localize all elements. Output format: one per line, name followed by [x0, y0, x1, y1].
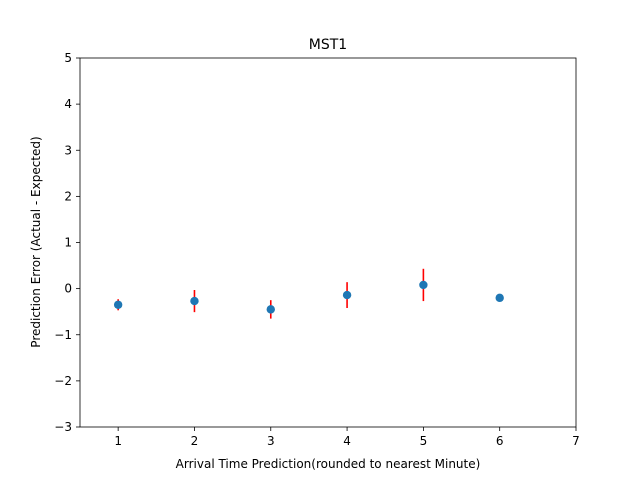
data-point [419, 280, 428, 290]
y-tick-label: −1 [54, 328, 72, 342]
axes-frame [79, 57, 577, 428]
data-point [342, 290, 352, 300]
x-tick-label: 6 [496, 434, 504, 448]
data-point [495, 293, 504, 303]
x-tick-label: 1 [114, 434, 122, 448]
data-point [113, 300, 123, 309]
y-tick-label: 0 [64, 282, 72, 296]
y-tick-label: 4 [64, 97, 72, 111]
x-tick-label: 5 [420, 434, 428, 448]
y-axis-label: Prediction Error (Actual - Expected) [29, 136, 43, 347]
x-tick-label: 3 [267, 434, 275, 448]
y-tick-label: 3 [64, 143, 72, 157]
plot-area: 1 2 3 4 5 6 7 −3 −2 −1 0 1 2 3 4 5 [54, 51, 580, 448]
y-tick-label: −2 [54, 374, 72, 388]
data-point [266, 305, 275, 314]
data-point [190, 296, 199, 306]
y-tick-label: 2 [64, 189, 72, 203]
y-tick-label: 1 [64, 236, 72, 250]
x-tick-label: 4 [343, 434, 351, 448]
y-tick-label: −3 [54, 420, 72, 434]
x-tick-label: 2 [191, 434, 199, 448]
x-axis-label: Arrival Time Prediction(rounded to neare… [176, 457, 481, 471]
chart-title: MST1 [309, 37, 347, 53]
y-tick-label: 5 [64, 51, 72, 65]
x-tick-label: 7 [572, 434, 580, 448]
